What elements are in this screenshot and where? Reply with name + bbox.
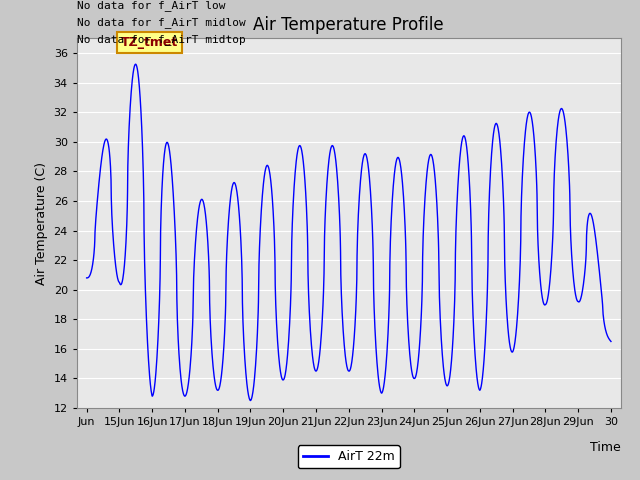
- Y-axis label: Air Temperature (C): Air Temperature (C): [35, 162, 48, 285]
- Text: TZ_tmet: TZ_tmet: [121, 36, 179, 49]
- Legend: AirT 22m: AirT 22m: [298, 445, 399, 468]
- Text: No data for f_AirT midlow: No data for f_AirT midlow: [77, 17, 246, 28]
- Text: No data for f_AirT low: No data for f_AirT low: [77, 0, 225, 11]
- Text: No data for f_AirT midtop: No data for f_AirT midtop: [77, 34, 246, 45]
- Title: Air Temperature Profile: Air Temperature Profile: [253, 16, 444, 34]
- X-axis label: Time: Time: [590, 441, 621, 454]
